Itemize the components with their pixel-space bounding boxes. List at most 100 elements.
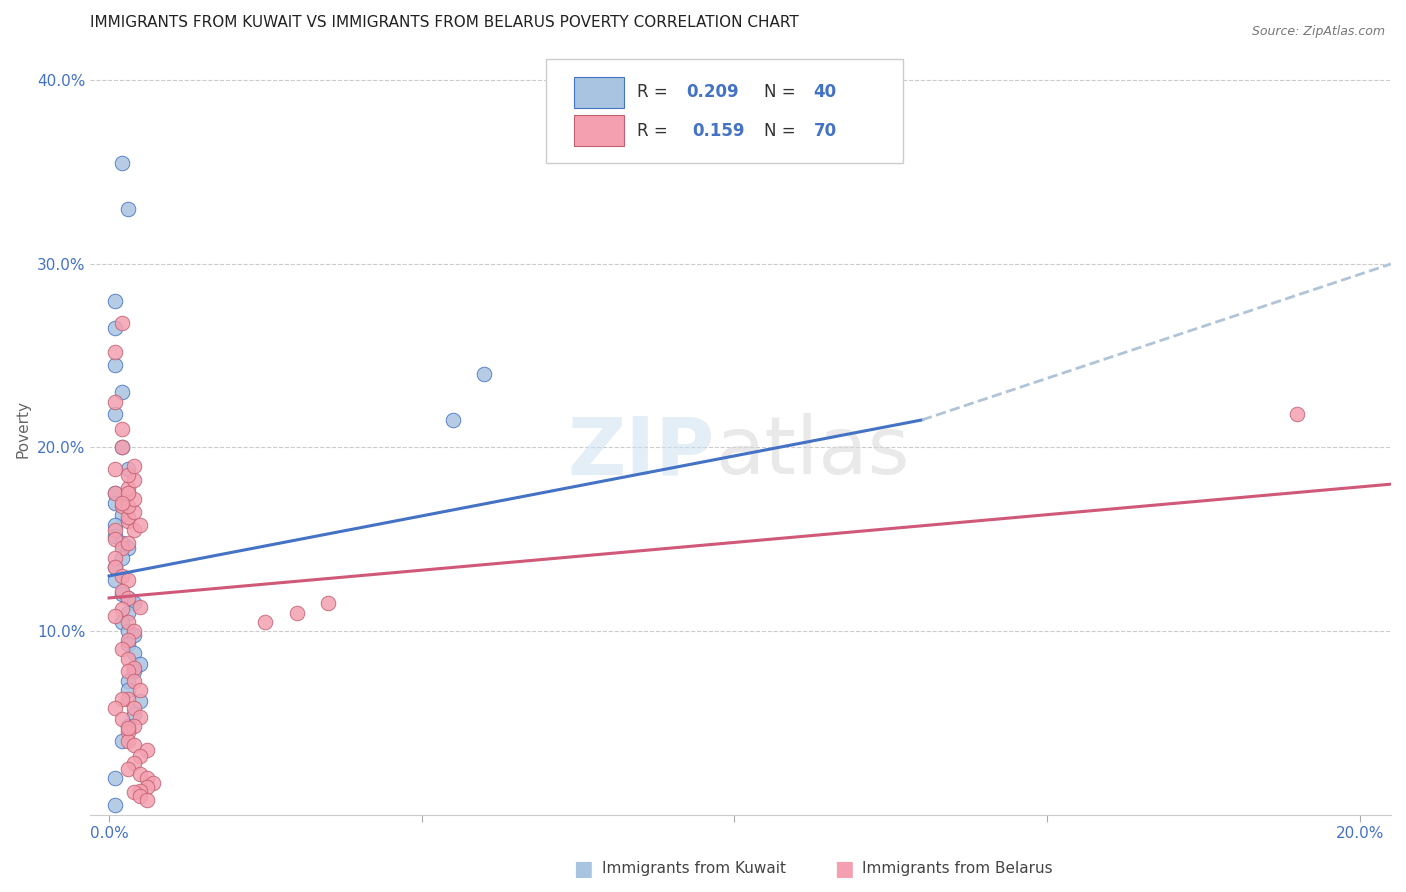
Point	[129, 517, 152, 532]
Point	[316, 597, 339, 611]
Bar	[574, 115, 624, 146]
Text: R =: R =	[637, 83, 672, 101]
Point	[104, 609, 127, 624]
Point	[104, 293, 127, 308]
Point	[122, 665, 145, 679]
Point	[117, 637, 139, 651]
Point	[129, 710, 152, 724]
Point	[441, 413, 464, 427]
Text: 0.159: 0.159	[693, 122, 745, 140]
Point	[104, 528, 127, 542]
Point	[110, 541, 132, 556]
Point	[104, 798, 127, 813]
Text: 70: 70	[814, 122, 837, 140]
Point	[110, 692, 132, 706]
Point	[117, 514, 139, 528]
Point	[110, 422, 132, 436]
Point	[129, 783, 152, 797]
Point	[110, 602, 132, 616]
Point	[135, 743, 157, 757]
Text: Immigrants from Kuwait: Immigrants from Kuwait	[602, 862, 786, 876]
Point	[117, 510, 139, 524]
Point	[122, 738, 145, 752]
Point	[117, 719, 139, 733]
Point	[104, 408, 127, 422]
Point	[104, 486, 127, 500]
Point	[110, 441, 132, 455]
Point	[117, 651, 139, 665]
Point	[117, 481, 139, 495]
Point	[122, 701, 145, 715]
Point	[110, 734, 132, 748]
Point	[117, 462, 139, 476]
Point	[122, 523, 145, 537]
Text: ■: ■	[574, 859, 593, 879]
Point	[129, 789, 152, 804]
Point	[129, 694, 152, 708]
FancyBboxPatch shape	[546, 59, 903, 163]
Point	[117, 734, 139, 748]
Point	[117, 665, 139, 679]
Point	[117, 591, 139, 605]
Text: ZIP: ZIP	[568, 413, 714, 491]
Point	[104, 559, 127, 574]
Point	[122, 491, 145, 506]
Point	[129, 600, 152, 615]
Point	[104, 462, 127, 476]
Point	[122, 646, 145, 660]
Point	[117, 606, 139, 620]
Point	[110, 508, 132, 523]
Point	[104, 345, 127, 359]
Point	[110, 156, 132, 170]
Point	[129, 682, 152, 697]
Point	[122, 719, 145, 733]
Point	[104, 532, 127, 546]
Point	[117, 486, 139, 500]
Point	[104, 517, 127, 532]
Point	[142, 776, 165, 790]
Point	[104, 771, 127, 785]
Text: ■: ■	[834, 859, 853, 879]
Point	[117, 615, 139, 629]
Point	[110, 385, 132, 400]
Point	[122, 785, 145, 799]
Point	[104, 573, 127, 587]
Point	[104, 321, 127, 335]
Point	[117, 467, 139, 482]
Point	[122, 597, 145, 611]
Point	[104, 394, 127, 409]
Point	[104, 550, 127, 565]
Text: atlas: atlas	[714, 413, 910, 491]
Point	[122, 706, 145, 721]
Point	[122, 627, 145, 641]
Point	[110, 536, 132, 550]
Point	[135, 793, 157, 807]
Point	[110, 550, 132, 565]
Point	[129, 657, 152, 671]
Text: 40: 40	[814, 83, 837, 101]
Point	[110, 712, 132, 726]
Point	[122, 661, 145, 675]
Point	[1286, 408, 1309, 422]
Text: N =: N =	[763, 122, 801, 140]
Point	[117, 573, 139, 587]
Point	[117, 633, 139, 648]
Text: Immigrants from Belarus: Immigrants from Belarus	[862, 862, 1053, 876]
Point	[117, 499, 139, 513]
Point	[117, 541, 139, 556]
Point	[117, 673, 139, 688]
Text: R =: R =	[637, 122, 678, 140]
Point	[129, 767, 152, 781]
Point	[122, 673, 145, 688]
Point	[472, 367, 495, 381]
Point	[117, 202, 139, 216]
Text: 0.209: 0.209	[686, 83, 738, 101]
Text: N =: N =	[763, 83, 801, 101]
Point	[104, 486, 127, 500]
Text: Source: ZipAtlas.com: Source: ZipAtlas.com	[1251, 25, 1385, 38]
Bar	[574, 77, 624, 108]
Point	[110, 499, 132, 513]
Point	[135, 771, 157, 785]
Point	[122, 474, 145, 488]
Text: IMMIGRANTS FROM KUWAIT VS IMMIGRANTS FROM BELARUS POVERTY CORRELATION CHART: IMMIGRANTS FROM KUWAIT VS IMMIGRANTS FRO…	[90, 15, 799, 30]
